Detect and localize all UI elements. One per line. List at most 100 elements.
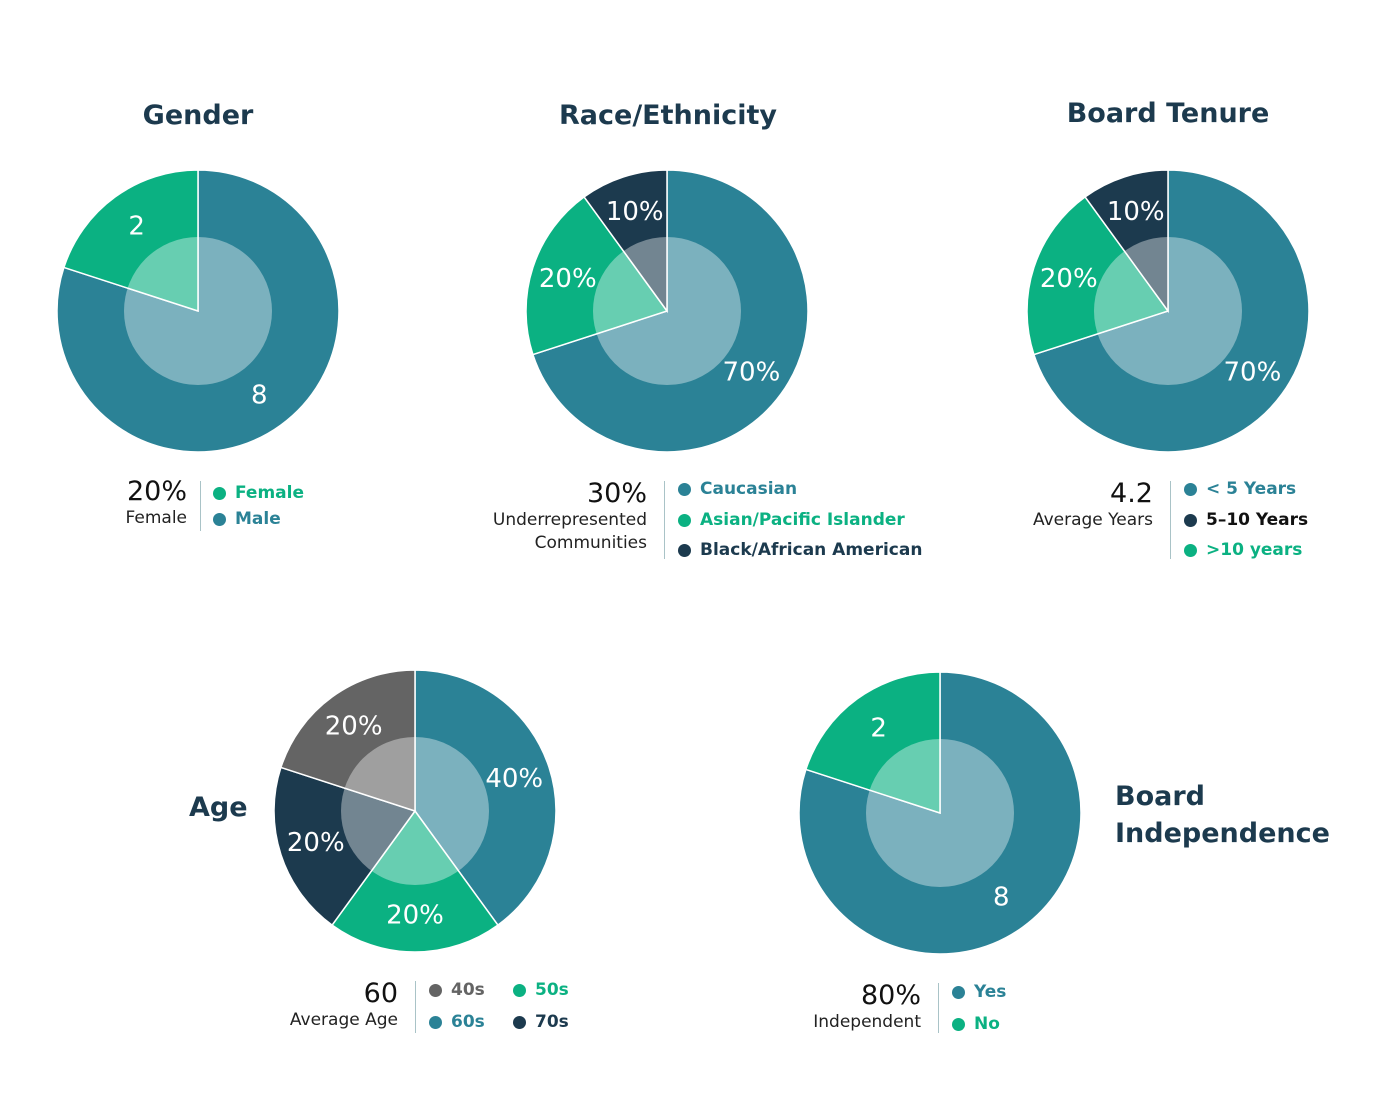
tenure-divider xyxy=(1170,481,1171,559)
legend-item-female: Female xyxy=(213,478,304,508)
slice-label: 20% xyxy=(325,712,383,742)
legend-dot xyxy=(213,512,226,526)
legend-label: < 5 Years xyxy=(1206,479,1297,499)
pie-slice xyxy=(331,809,499,953)
legend-label: 70s xyxy=(535,1012,569,1032)
tenure-legend: < 5 Years 5–10 Years >10 years xyxy=(1184,474,1308,565)
legend-item-black: Black/African American xyxy=(678,535,922,565)
legend-label: Male xyxy=(235,509,281,529)
legend-label: Yes xyxy=(974,982,1007,1002)
legend-label: 40s xyxy=(451,980,485,1000)
gender-legend: Female Male xyxy=(213,478,304,534)
age-stat-value: 60 xyxy=(363,978,398,1009)
legend-label: No xyxy=(974,1014,1000,1034)
slice-label: 10% xyxy=(606,197,664,227)
legend-item-70s: 70s xyxy=(513,1007,597,1037)
legend-item-60s: 60s xyxy=(429,1007,513,1037)
gender-pie-chart: 82 xyxy=(56,169,340,453)
gender-stat-label: Female xyxy=(125,508,187,528)
race-stat-value: 30% xyxy=(586,478,647,509)
legend-dot xyxy=(678,543,691,557)
pie-inner-highlight xyxy=(593,237,741,385)
age-title: Age xyxy=(189,792,248,823)
pie-inner-highlight xyxy=(124,237,272,385)
gender-title: Gender xyxy=(142,100,254,131)
legend-dot xyxy=(952,985,965,999)
age-stat-label: Average Age xyxy=(289,1010,398,1030)
legend-item-yes: Yes xyxy=(952,977,1006,1007)
legend-item-over-10: >10 years xyxy=(1184,535,1308,565)
legend-label: Caucasian xyxy=(700,479,798,499)
race-divider xyxy=(664,481,665,559)
age-legend: 40s 50s 60s 70s xyxy=(429,975,597,1037)
legend-label: Asian/Pacific Islander xyxy=(700,510,905,530)
independence-pie-chart: 82 xyxy=(798,671,1082,955)
slice-label: 40% xyxy=(485,764,543,794)
pie-inner-highlight xyxy=(866,739,1014,887)
pie-slice xyxy=(804,671,941,815)
legend-dot xyxy=(213,486,226,500)
race-stat-label-line1: Underrepresented xyxy=(492,510,647,530)
tenure-pie-chart: 70% 20% 10% xyxy=(1026,169,1310,453)
age-pie-chart: 40% 20% 20% 20% xyxy=(273,669,557,953)
pie-slice xyxy=(62,169,199,313)
slice-label: 8 xyxy=(993,882,1010,912)
legend-dot xyxy=(1184,543,1197,557)
gender-stat-value: 20% xyxy=(126,476,187,507)
independence-title: Board Independence xyxy=(1115,778,1330,852)
race-legend: Caucasian Asian/Pacific Islander Black/A… xyxy=(678,474,922,565)
independence-stat: 80% Independent xyxy=(813,981,921,1034)
pie-slice xyxy=(414,669,557,927)
independence-divider xyxy=(938,983,939,1033)
tenure-title: Board Tenure xyxy=(1066,98,1270,129)
legend-item-asian: Asian/Pacific Islander xyxy=(678,505,922,535)
pie-slice xyxy=(531,169,809,453)
slice-label: 20% xyxy=(386,900,444,930)
slice-label: 10% xyxy=(1107,197,1165,227)
legend-label: Female xyxy=(235,483,304,503)
slice-label: 70% xyxy=(723,357,781,387)
slice-label: 20% xyxy=(287,828,345,858)
independence-title-line1: Board xyxy=(1115,781,1205,812)
independence-stat-label: Independent xyxy=(813,1012,921,1032)
slice-label: 20% xyxy=(539,264,597,294)
legend-dot xyxy=(429,1015,442,1029)
legend-dot xyxy=(513,983,526,997)
slice-label: 2 xyxy=(870,714,887,744)
race-stat: 30% Underrepresented Communities xyxy=(493,479,647,555)
slice-label: 70% xyxy=(1224,357,1282,387)
legend-dot xyxy=(678,513,691,527)
legend-dot xyxy=(678,482,691,496)
race-pie-chart: 70% 20% 10% xyxy=(525,169,809,453)
legend-dot xyxy=(1184,513,1197,527)
race-title: Race/Ethnicity xyxy=(558,100,778,131)
legend-label: Black/African American xyxy=(700,540,923,560)
pie-inner-highlight xyxy=(1094,237,1242,385)
legend-item-no: No xyxy=(952,1009,1006,1039)
legend-item-caucasian: Caucasian xyxy=(678,474,922,504)
legend-dot xyxy=(1184,482,1197,496)
pie-slice xyxy=(273,766,417,927)
legend-label: 50s xyxy=(535,980,569,1000)
legend-item-50s: 50s xyxy=(513,975,597,1005)
gender-stat: 20% Female xyxy=(126,477,187,530)
legend-dot xyxy=(513,1015,526,1029)
slice-label: 2 xyxy=(128,212,145,242)
legend-dot xyxy=(429,983,442,997)
pie-slice xyxy=(583,169,668,314)
slice-label: 8 xyxy=(251,380,268,410)
pie-inner-highlight xyxy=(341,737,489,885)
tenure-stat: 4.2 Average Years xyxy=(1033,479,1153,532)
independence-title-line2: Independence xyxy=(1115,818,1330,849)
gender-divider xyxy=(200,481,201,531)
pie-slice xyxy=(525,195,669,356)
legend-label: 5–10 Years xyxy=(1206,510,1309,530)
age-divider xyxy=(415,981,416,1033)
legend-label: 60s xyxy=(451,1012,485,1032)
tenure-stat-value: 4.2 xyxy=(1110,478,1153,509)
race-stat-label-line2: Communities xyxy=(534,533,647,553)
legend-item-under-5: < 5 Years xyxy=(1184,474,1308,504)
legend-item-40s: 40s xyxy=(429,975,513,1005)
pie-slice xyxy=(1084,169,1169,314)
tenure-stat-label: Average Years xyxy=(1032,510,1153,530)
